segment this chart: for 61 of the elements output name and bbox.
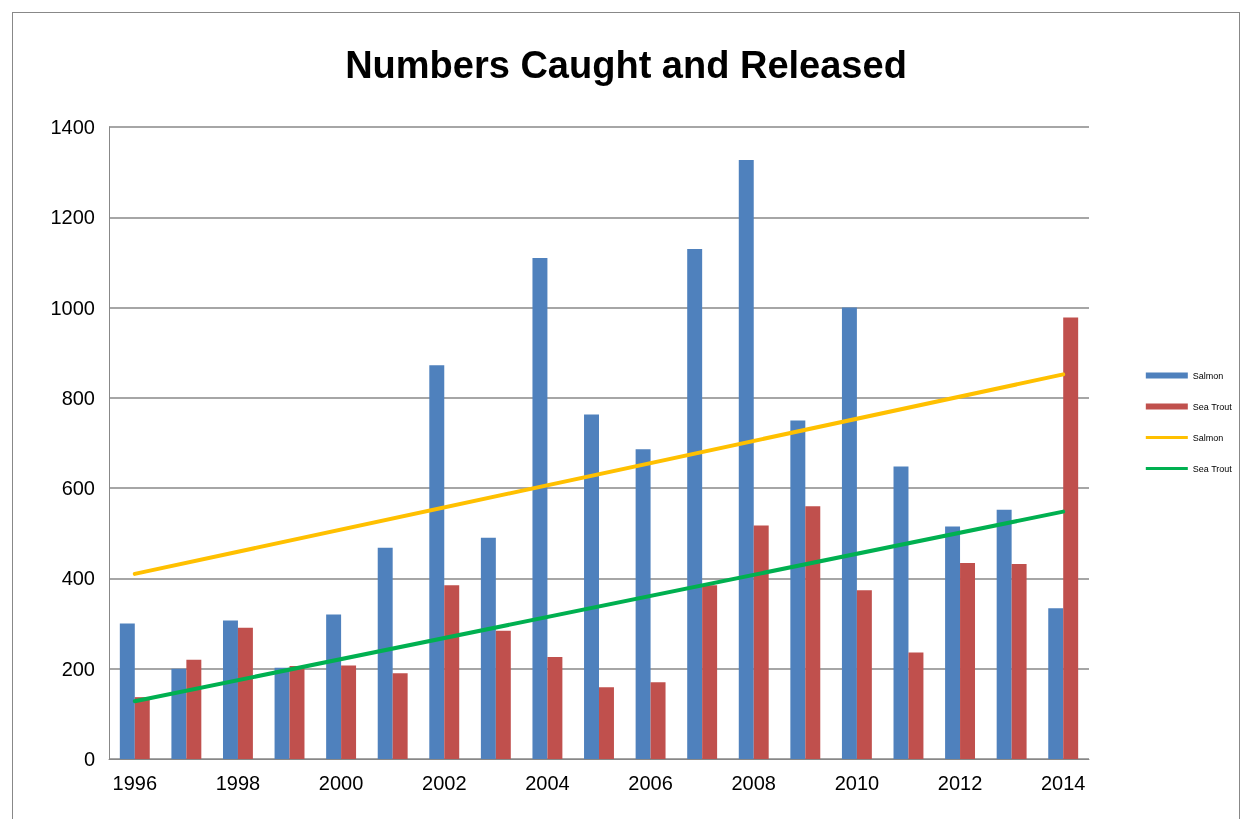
bar [738,159,754,759]
x-tick-label: 2006 [628,772,673,794]
y-tick-label: 1200 [50,206,95,229]
legend-label: Salmon [1192,370,1224,381]
bar [186,659,202,759]
bar [547,656,563,759]
bar [790,420,806,759]
bar [134,697,150,759]
bar [753,525,769,759]
bar [326,614,342,759]
bar [480,537,496,759]
bar [599,687,614,759]
bar [893,466,909,759]
bar [650,682,666,759]
bar [856,590,872,759]
bar [392,673,408,759]
bar [222,620,238,759]
legend-label: Salmon [1192,432,1224,443]
bar [1048,608,1064,759]
bar [805,506,821,759]
x-tick-label: 2002 [422,772,467,794]
legend-label: Sea Trout [1192,401,1233,412]
bar [635,449,651,759]
bar [171,668,187,759]
y-tick-label: 800 [61,386,95,409]
bar [841,307,857,759]
x-tick-label: 2012 [937,772,983,794]
bar [702,585,718,759]
y-tick-label: 200 [61,657,95,680]
bar [237,627,253,759]
x-tick-label: 1998 [215,772,261,794]
bar [444,585,460,759]
y-tick-label: 1000 [50,296,95,319]
x-tick-label: 2014 [1040,772,1086,794]
bar [495,630,511,759]
y-tick-label: 400 [61,567,95,590]
bar [908,652,924,759]
bar [1063,317,1079,759]
bar [687,248,703,759]
bar [377,547,393,759]
x-tick-label: 2004 [525,772,570,794]
y-tick-label: 1400 [50,116,95,138]
bar [584,414,599,759]
bar [341,665,357,759]
bar [945,526,961,759]
y-tick-label: 0 [83,748,95,770]
x-tick-label: 2008 [731,772,776,794]
legend-label: Sea Trout [1192,463,1233,474]
chart-title: Numbers Caught and Released [345,44,907,86]
bar [996,509,1012,759]
x-tick-label: 2000 [318,772,364,794]
bar [1011,563,1027,759]
x-tick-label: 2010 [834,772,880,794]
bar [532,257,548,759]
bar [289,666,305,759]
y-tick-label: 600 [61,477,95,500]
x-tick-label: 1996 [112,772,158,794]
bar [274,667,290,759]
bar [960,563,976,759]
bar [429,365,445,759]
bar [119,623,135,759]
